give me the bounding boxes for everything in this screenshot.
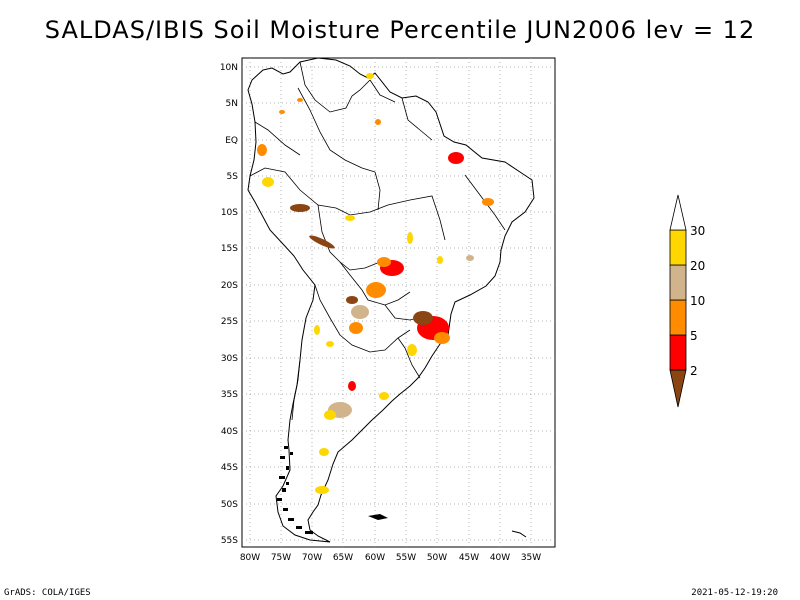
lat-label: 10N — [220, 63, 238, 73]
lon-label: 35W — [521, 553, 541, 563]
lon-label: 55W — [396, 553, 416, 563]
lon-label: 75W — [271, 553, 291, 563]
lat-label: 10S — [221, 208, 238, 218]
lon-axis: 80W 75W 70W 65W 60W 55W 50W 45W 40W 35W — [240, 553, 541, 563]
colorbar-segment-below-2 — [669, 369, 687, 408]
colorbar-label: 20 — [690, 259, 705, 273]
colorbar-label: 2 — [690, 364, 698, 378]
colorbar-label: 30 — [690, 224, 705, 238]
south-georgia — [511, 530, 527, 538]
map-title: SALDAS/IBIS Soil Moisture Percentile JUN… — [44, 16, 756, 44]
lat-label: 55S — [221, 536, 238, 546]
grid-lines — [242, 58, 555, 547]
lat-axis: 10N 5N EQ 5S 10S 15S 20S 25S 30S 35S 40S… — [220, 63, 238, 546]
colorbar-label: 5 — [690, 329, 698, 343]
colorbar-segment-5-10 — [669, 299, 687, 336]
south-america-coastline — [247, 57, 535, 543]
colorbar-segment-above-30 — [669, 194, 687, 231]
percentile-shading — [257, 73, 494, 494]
lat-label: 25S — [221, 317, 238, 327]
colorbar-label: 10 — [690, 294, 705, 308]
lon-label: 50W — [427, 553, 447, 563]
footer-timestamp: 2021-05-12-19:20 — [691, 588, 778, 598]
lat-label: 45S — [221, 463, 238, 473]
lat-label: 50S — [221, 500, 238, 510]
country-borders — [249, 61, 506, 421]
lat-label: 5S — [227, 172, 239, 182]
lon-label: 60W — [365, 553, 385, 563]
lat-label: 40S — [221, 427, 238, 437]
lat-label: 35S — [221, 390, 238, 400]
lat-label: 15S — [221, 244, 238, 254]
colorbar-segment-10-20 — [669, 264, 687, 301]
lat-label: EQ — [225, 136, 238, 146]
lon-label: 40W — [490, 553, 510, 563]
chile-fjords — [277, 446, 313, 534]
footer-credit: GrADS: COLA/IGES — [4, 588, 91, 598]
plot-frame — [241, 57, 556, 548]
colorbar-segment-20-30 — [669, 229, 687, 266]
colorbar-segment-2-5 — [669, 334, 687, 371]
colorbar: 2 5 10 20 30 — [669, 194, 705, 408]
falkland-islands — [368, 514, 388, 520]
lat-label: 30S — [221, 354, 238, 364]
lon-label: 80W — [240, 553, 260, 563]
lon-label: 45W — [459, 553, 479, 563]
lon-label: 65W — [333, 553, 353, 563]
lon-label: 70W — [302, 553, 322, 563]
lat-label: 20S — [221, 281, 238, 291]
lat-label: 5N — [226, 99, 238, 109]
